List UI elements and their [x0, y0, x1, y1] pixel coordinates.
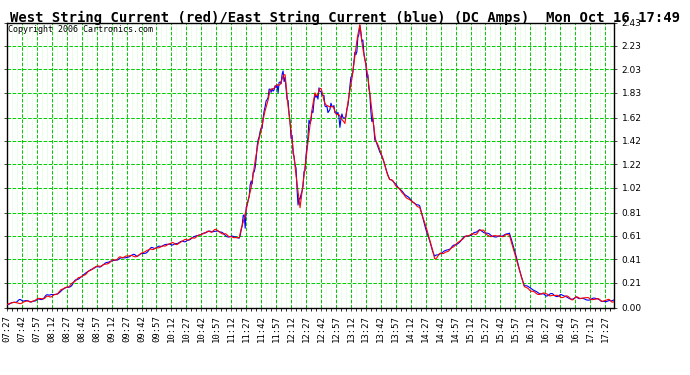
Text: Copyright 2006 Cartronics.com: Copyright 2006 Cartronics.com [8, 26, 153, 34]
Text: West String Current (red)/East String Current (blue) (DC Amps)  Mon Oct 16 17:49: West String Current (red)/East String Cu… [10, 11, 680, 26]
